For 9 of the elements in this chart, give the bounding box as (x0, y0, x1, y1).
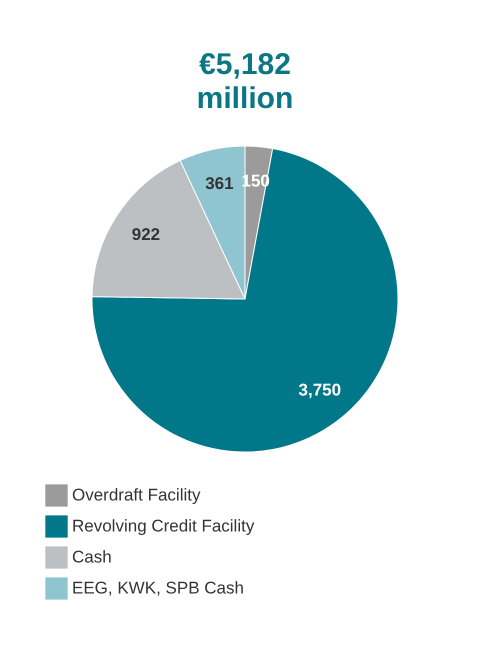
legend-label: Cash (72, 548, 112, 566)
chart-title: €5,182 million (196, 48, 294, 115)
pie-slice (92, 148, 398, 452)
data-label: 361 (205, 174, 234, 193)
data-label: 3,750 (298, 380, 342, 400)
legend-label: Overdraft Facility (72, 486, 201, 504)
data-label: 922 (132, 224, 160, 244)
legend-label: EEG, KWK, SPB Cash (72, 578, 244, 598)
legend-label: Revolving Credit Facility (72, 516, 255, 536)
